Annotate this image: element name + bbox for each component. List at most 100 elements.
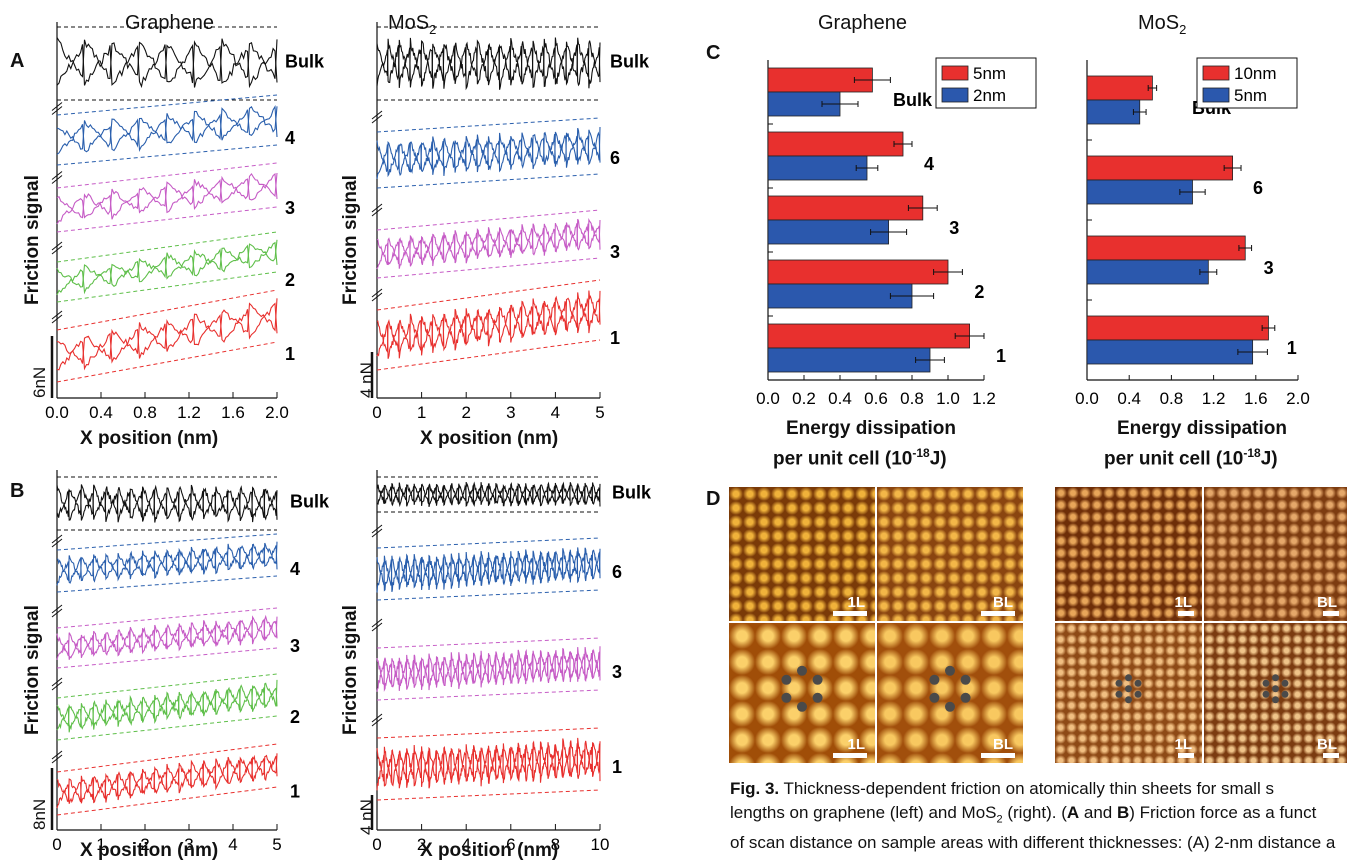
trace-label: 3 — [285, 198, 295, 218]
friction-trace-2 — [56, 687, 278, 733]
energy-axis-label-line2-graphene: per unit cell (10-18J) — [773, 446, 947, 470]
x-tick-label: 6 — [506, 835, 515, 854]
panel-a-graphene: 0.0 0.4 0.8 1.2 1.6 2.0 Bulk 4 3 2 1 — [45, 22, 325, 422]
lattice-dots — [1115, 674, 1142, 704]
bar-x-tick: 1.2 — [1202, 389, 1226, 408]
friction-trace-1 — [376, 743, 601, 791]
caption-line2d: and — [1079, 803, 1117, 822]
panel-b-mos2: 0 2 4 6 8 10 Bulk 6 3 1 — [370, 470, 652, 854]
friction-trace-Bulk — [376, 37, 601, 82]
trace-label: 1 — [285, 344, 295, 364]
x-axis-label-a-mos2: X position (nm) — [420, 428, 559, 449]
trace-label: Bulk — [612, 483, 652, 503]
caption-line-2: lengths on graphene (left) and MoS2 (rig… — [730, 803, 1317, 826]
x-tick-label: 0.8 — [133, 403, 157, 422]
bar-5nm-3 — [767, 195, 924, 221]
stm-image-1: 1L — [729, 487, 875, 621]
x-tick-label: 0 — [52, 835, 61, 854]
stm-image-5: 1L — [729, 623, 875, 763]
bar-x-tick: 0.4 — [1117, 389, 1141, 408]
friction-trace-1 — [376, 297, 601, 359]
friction-trace-1 — [376, 290, 601, 354]
bar-x-tick: 0.0 — [1075, 389, 1099, 408]
bar-5nm-2 — [767, 259, 949, 285]
bar-10nm-1 — [1086, 315, 1269, 341]
legend-swatch — [1202, 65, 1230, 81]
legend-swatch — [1202, 87, 1230, 103]
stm-scale-bar — [833, 753, 867, 758]
x-tick-label: 2 — [140, 835, 149, 854]
friction-trace-6 — [376, 550, 601, 593]
energy-axis-label-line1-graphene: Energy dissipation — [786, 418, 956, 439]
bar-x-tick: 0.0 — [756, 389, 780, 408]
friction-trace-Bulk — [56, 484, 278, 518]
energy-axis-label-line1-mos2: Energy dissipation — [1117, 418, 1287, 439]
bar-2nm-4 — [767, 155, 868, 181]
bar-2nm-1 — [767, 347, 931, 373]
stm-image-label: BL — [993, 594, 1013, 611]
bar-x-tick: 0.8 — [1160, 389, 1184, 408]
caption-line-1: Fig. 3. Thickness-dependent friction on … — [730, 777, 1347, 801]
x-axis-label-b-mos2: X position (nm) — [420, 840, 559, 861]
bar-5nm-1 — [767, 323, 971, 349]
lattice-dots — [1262, 674, 1289, 704]
stm-image-label: 1L — [1174, 736, 1192, 753]
friction-trace-4 — [56, 541, 278, 582]
stm-scale-bar — [1323, 611, 1339, 616]
trace-label: 2 — [285, 270, 295, 290]
friction-trace-4 — [56, 105, 278, 150]
stm-scale-bar — [981, 611, 1015, 616]
friction-trace-4 — [56, 545, 278, 586]
scalebar-label-b-mos2: 4 nN — [357, 799, 376, 835]
trace-label: 1 — [610, 328, 620, 348]
legend-swatch — [941, 65, 969, 81]
friction-trace-3 — [376, 223, 601, 270]
friction-trace-3 — [376, 646, 601, 686]
mos2-title-text: MoS2 — [388, 12, 437, 37]
x-tick-label: 4 — [228, 835, 237, 854]
friction-trace-1 — [56, 298, 278, 364]
bar-2nm-2 — [767, 283, 913, 309]
x-tick-label: 1.6 — [221, 403, 245, 422]
scalebar-label-a-graphene: 6nN — [30, 366, 49, 398]
friction-trace-1 — [56, 753, 278, 803]
bar-category-label: 4 — [924, 154, 934, 174]
trace-label: Bulk — [290, 492, 330, 512]
friction-trace-6 — [376, 547, 601, 586]
lattice-dots — [781, 665, 823, 712]
panel-letter-d: D — [706, 488, 721, 510]
bar-x-tick: 0.4 — [828, 389, 852, 408]
caption-line1-text: Thickness-dependent friction on atomical… — [783, 779, 1274, 798]
caption-line2c: A — [1066, 803, 1080, 822]
stm-scale-bar — [1178, 611, 1194, 616]
x-tick-label: 5 — [272, 835, 281, 854]
friction-trace-3 — [56, 618, 278, 660]
energy-unit-j: J) — [929, 448, 947, 470]
trace-label: 3 — [610, 242, 620, 262]
bar-x-tick: 2.0 — [1286, 389, 1310, 408]
x-tick-label: 2 — [461, 403, 470, 422]
legend-label: 2nm — [973, 86, 1006, 105]
x-tick-label: 10 — [591, 835, 610, 854]
stm-image-label: 1L — [847, 736, 865, 753]
friction-trace-6 — [376, 126, 601, 172]
x-axis-label-a-graphene: X position (nm) — [80, 428, 219, 449]
bar-category-label: 3 — [949, 218, 959, 238]
stm-scale-bar — [833, 611, 867, 616]
stm-image-7: 1L — [1055, 623, 1202, 763]
stm-image-2: BL — [877, 487, 1023, 621]
friction-signal-label-a-mos2: Friction signal — [340, 175, 361, 305]
panel-b-graphene: 0 1 2 3 4 5 Bulk 4 3 2 1 — [50, 470, 330, 854]
caption-line-3: of scan distance on sample areas with di… — [730, 833, 1336, 853]
energy-unit-base: per unit cell (10 — [773, 448, 913, 470]
bar-category-label: 1 — [996, 346, 1006, 366]
column-title-mos2-c: MoS2 — [1138, 12, 1186, 37]
column-title-graphene: Graphene — [125, 12, 214, 34]
trace-label: 1 — [290, 782, 300, 802]
friction-trace-Bulk — [56, 489, 278, 523]
energy-axis-label-line2-mos2: per unit cell (10-18J) — [1104, 446, 1278, 470]
x-tick-label: 4 — [461, 835, 470, 854]
friction-trace-1 — [56, 755, 278, 809]
